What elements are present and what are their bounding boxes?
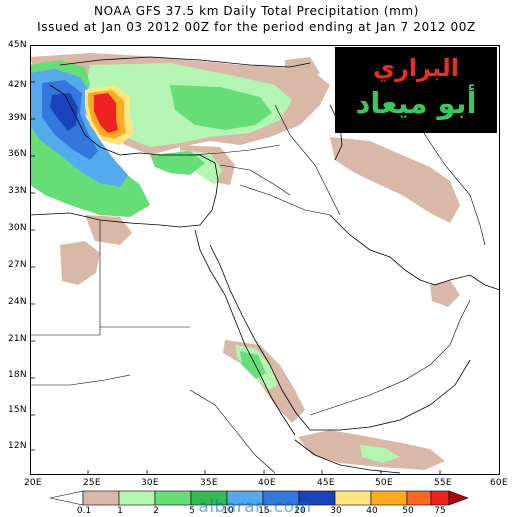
lat-label-21n: 21N bbox=[8, 334, 27, 344]
lat-label-24n: 24N bbox=[8, 297, 27, 307]
precip-region-aegean-deepblue bbox=[50, 93, 78, 131]
precip-region-red-core bbox=[94, 93, 118, 133]
legend-label-2: 2 bbox=[153, 506, 159, 516]
lon-label-40e: 40E bbox=[258, 478, 276, 488]
map-title: NOAA GFS 37.5 km Daily Total Precipitati… bbox=[94, 4, 419, 18]
coastline-redsea-east bbox=[209, 244, 311, 431]
legend-label-5: 5 bbox=[189, 506, 195, 516]
lat-label-27n: 27N bbox=[8, 260, 27, 270]
lat-label-15n: 15N bbox=[8, 405, 27, 415]
precip-blue-dark-layer bbox=[50, 93, 78, 131]
lon-label-60e: 60E bbox=[490, 478, 508, 488]
precip-region-topright-tan bbox=[285, 57, 320, 80]
border-turkey-syria bbox=[189, 144, 281, 156]
legend-swatch-10 bbox=[406, 490, 432, 506]
border-saudi-yemen bbox=[309, 364, 431, 416]
lat-label-45n: 45N bbox=[8, 40, 27, 50]
lon-label-20e: 20E bbox=[24, 478, 42, 488]
precip-region-east-tan bbox=[330, 137, 460, 223]
coastline-aegean bbox=[49, 84, 216, 164]
precip-region-yemen-green bbox=[360, 445, 400, 463]
watermark-line2: أبو ميعاد bbox=[355, 86, 477, 120]
legend-label-10: 10 bbox=[222, 506, 234, 516]
lat-label-30n: 30N bbox=[8, 223, 27, 233]
border-oman bbox=[429, 299, 471, 366]
lon-label-35e: 35E bbox=[200, 478, 218, 488]
coastline-levant bbox=[30, 162, 219, 228]
lon-label-55e: 55E bbox=[434, 478, 452, 488]
legend-swatch-2 bbox=[118, 490, 156, 506]
precip-region-anatolia-green bbox=[170, 85, 272, 130]
legend-label-1: 1 bbox=[117, 506, 123, 516]
border-saudi-iraq bbox=[239, 184, 331, 216]
precip-region-cyprus-green bbox=[150, 151, 205, 175]
border-chad-sudan bbox=[30, 374, 131, 386]
legend-swatch-0 bbox=[50, 490, 84, 506]
precip-region-eastern-tan bbox=[430, 280, 460, 307]
legend-swatch-11 bbox=[430, 490, 450, 506]
legend-swatch-8 bbox=[334, 490, 372, 506]
coastline-redsea-west bbox=[194, 229, 296, 436]
legend-label-30: 30 bbox=[330, 506, 342, 516]
coastline-arabia-south bbox=[310, 359, 471, 431]
coastline-turkey-north bbox=[59, 56, 311, 68]
legend-swatch-12 bbox=[448, 490, 469, 506]
coastlines bbox=[30, 56, 500, 474]
lat-label-39n: 39N bbox=[8, 113, 27, 123]
legend-label-0-1: 0.1 bbox=[76, 506, 92, 516]
map-subtitle: Issued at Jan 03 2012 00Z for the period… bbox=[37, 20, 476, 34]
legend-swatch-1 bbox=[82, 490, 120, 506]
lon-label-30e: 30E bbox=[141, 478, 159, 488]
legend-label-50: 50 bbox=[402, 506, 414, 516]
lat-label-42n: 42N bbox=[8, 80, 27, 90]
legend-label-15: 15 bbox=[258, 506, 270, 516]
lon-label-25e: 25E bbox=[83, 478, 101, 488]
legend-label-75: 75 bbox=[434, 506, 446, 516]
coastline-horn-africa bbox=[294, 439, 401, 474]
legend-label-20: 20 bbox=[294, 506, 306, 516]
lat-label-12n: 12N bbox=[8, 441, 27, 451]
lat-label-33n: 33N bbox=[8, 186, 27, 196]
lat-label-36n: 36N bbox=[8, 149, 27, 159]
map-border bbox=[30, 45, 500, 475]
precip-red-layer bbox=[94, 93, 118, 133]
border-iran-iraq bbox=[274, 104, 341, 216]
border-sudan-ethiopia bbox=[189, 389, 276, 474]
watermark-line1: البراري bbox=[372, 54, 459, 82]
legend-label-40: 40 bbox=[366, 506, 378, 516]
precip-region-egypt-tan bbox=[60, 241, 100, 285]
precip-region-sinai-tan bbox=[85, 215, 132, 245]
legend-swatch-9 bbox=[370, 490, 408, 506]
lon-label-50e: 50E bbox=[375, 478, 393, 488]
precipitation-legend-bar bbox=[50, 490, 469, 506]
border-iraq-syria bbox=[219, 164, 291, 196]
lat-label-18n: 18N bbox=[8, 370, 27, 380]
coastline-gulf bbox=[329, 214, 500, 291]
precip-region-redsea-darkgreen bbox=[240, 351, 266, 379]
site-watermark: albarari.com bbox=[198, 497, 312, 517]
lon-label-45e: 45E bbox=[317, 478, 335, 488]
arabic-watermark-box: البراري أبو ميعاد bbox=[335, 47, 497, 133]
